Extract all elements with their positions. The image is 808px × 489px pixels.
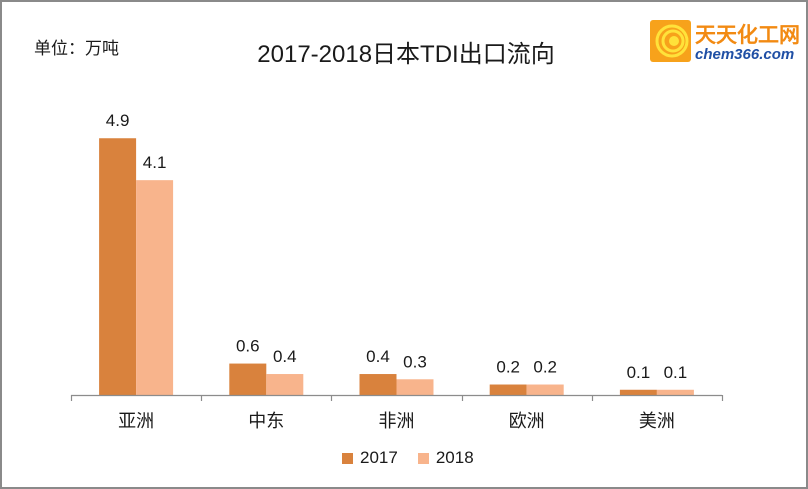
data-label-2017-2: 0.4 <box>366 347 390 366</box>
legend-label-2017: 2017 <box>360 448 398 467</box>
logo-text-cn: 天天化工网 <box>695 24 800 47</box>
legend-item-2018: 2018 <box>417 448 474 468</box>
bar-2018-2 <box>396 379 434 395</box>
category-label-1: 中东 <box>248 411 284 432</box>
logo-text-en: chem366.com <box>695 46 795 63</box>
bar-2018-0 <box>136 180 174 395</box>
chem366-logo: 天天化工网 chem366.com <box>649 19 801 63</box>
data-label-2018-0: 4.1 <box>143 153 167 172</box>
legend-swatch-2017 <box>342 452 353 464</box>
legend-swatch-2018 <box>417 452 429 464</box>
data-label-2018-4: 0.1 <box>664 363 688 382</box>
category-label-4: 美洲 <box>639 411 675 432</box>
bar-2017-0 <box>99 138 137 396</box>
legend-item-2017: 2017 <box>342 448 398 468</box>
data-label-2017-3: 0.2 <box>496 358 520 377</box>
data-label-2018-2: 0.3 <box>403 352 427 371</box>
bar-2017-1 <box>229 363 267 395</box>
chart-title: 2017-2018日本TDI出口流向 <box>257 41 555 68</box>
legend-label-2018: 2018 <box>435 448 474 467</box>
bar-2017-4 <box>619 389 657 395</box>
data-label-2017-0: 4.9 <box>106 111 130 130</box>
data-label-2018-3: 0.2 <box>533 358 557 377</box>
data-label-2017-4: 0.1 <box>627 363 651 382</box>
data-label-2018-1: 0.4 <box>273 347 297 366</box>
bar-2018-1 <box>266 374 304 395</box>
bar-2017-3 <box>489 384 527 395</box>
bar-2018-4 <box>656 389 694 395</box>
bar-2017-2 <box>359 374 397 395</box>
legend: 2017 2018 <box>342 448 494 468</box>
bar-2018-3 <box>526 384 564 395</box>
category-label-3: 欧洲 <box>509 411 545 432</box>
category-label-0: 亚洲 <box>118 411 154 432</box>
logo-swirl-icon <box>650 20 691 62</box>
data-label-2017-1: 0.6 <box>236 337 260 356</box>
category-label-2: 非洲 <box>379 411 415 432</box>
unit-label: 单位：万吨 <box>34 39 119 58</box>
